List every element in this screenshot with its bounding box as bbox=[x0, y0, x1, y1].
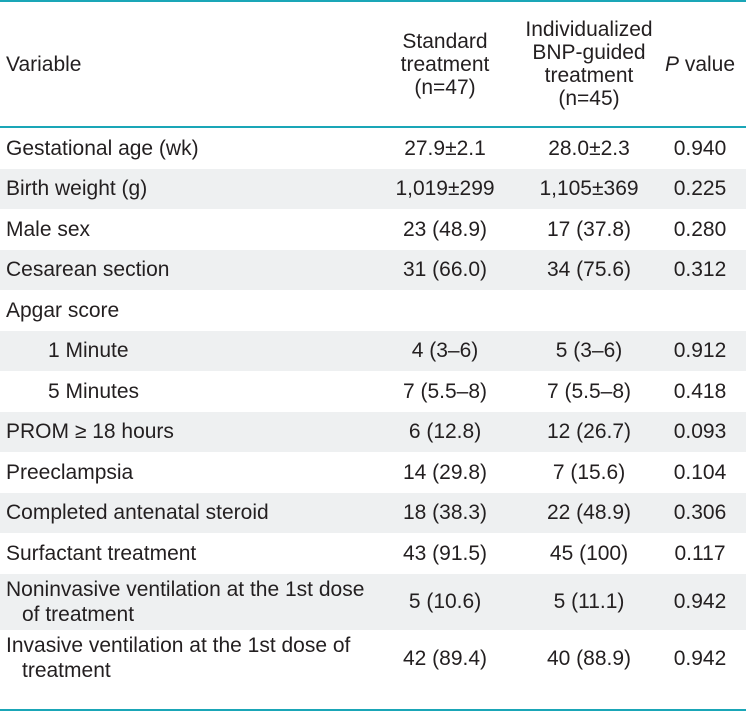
row-variable-text: Invasive ventilation at the 1st dose of … bbox=[6, 634, 351, 683]
row-bnp-value: 45 (100) bbox=[549, 541, 629, 565]
table-row: Preeclampsia 14 (29.8) 7 (15.6) 0.104 bbox=[0, 452, 746, 493]
row-variable: Birth weight (g) bbox=[6, 177, 148, 201]
header-bnp-line: treatment bbox=[544, 64, 634, 87]
header-bottom-rule bbox=[0, 126, 746, 128]
header-standard-line: treatment bbox=[400, 52, 490, 76]
row-standard-value: 23 (48.9) bbox=[402, 217, 488, 241]
row-standard-value: 14 (29.8) bbox=[402, 460, 488, 484]
row-bnp-value: 7 (5.5–8) bbox=[546, 379, 632, 403]
row-variable: Invasive ventilation at the 1st dose of … bbox=[6, 630, 376, 687]
row-standard-value: 43 (91.5) bbox=[402, 541, 488, 565]
row-standard-value: 4 (3–6) bbox=[411, 339, 479, 363]
row-variable: Preeclampsia bbox=[6, 460, 134, 484]
row-variable: Male sex bbox=[6, 217, 91, 241]
row-bnp-value: 17 (37.8) bbox=[546, 217, 632, 241]
row-p-value: 0.942 bbox=[673, 646, 727, 670]
row-p-value: 0.418 bbox=[673, 379, 727, 403]
row-bnp-value: 5 (3–6) bbox=[555, 339, 623, 363]
row-p-value: 0.940 bbox=[673, 136, 727, 160]
header-p-rest: value bbox=[678, 52, 736, 76]
row-variable: Surfactant treatment bbox=[6, 541, 197, 565]
row-standard-value: 6 (12.8) bbox=[408, 420, 482, 444]
table-row: 5 Minutes 7 (5.5–8) 7 (5.5–8) 0.418 bbox=[0, 371, 746, 412]
row-variable: Noninvasive ventilation at the 1st dose … bbox=[6, 574, 376, 631]
row-variable: Cesarean section bbox=[6, 258, 170, 282]
row-standard-value: 5 (10.6) bbox=[408, 590, 482, 614]
header-variable-label: Variable bbox=[6, 52, 82, 76]
table-row: Apgar score bbox=[0, 290, 746, 331]
table-row: Birth weight (g) 1,019±299 1,105±369 0.2… bbox=[0, 168, 746, 209]
table-row: Gestational age (wk) 27.9±2.1 28.0±2.3 0… bbox=[0, 128, 746, 169]
row-bnp-value bbox=[515, 290, 663, 331]
row-p-value: 0.912 bbox=[673, 339, 727, 363]
table-header: Variable Standard treatment (n=47) Indiv… bbox=[0, 2, 746, 126]
row-standard-value: 7 (5.5–8) bbox=[402, 379, 488, 403]
table-body: Gestational age (wk) 27.9±2.1 28.0±2.3 0… bbox=[0, 128, 746, 687]
row-variable: 5 Minutes bbox=[48, 379, 140, 403]
row-standard-value: 31 (66.0) bbox=[402, 258, 488, 282]
header-bnp-guided-treatment: Individualized BNP-guided treatment (n=4… bbox=[515, 2, 663, 126]
row-p-value: 0.306 bbox=[673, 501, 727, 525]
row-p-value: 0.104 bbox=[673, 460, 727, 484]
header-bnp-line: Individualized bbox=[525, 18, 653, 41]
row-variable: Gestational age (wk) bbox=[6, 136, 199, 160]
header-p-value: P value bbox=[660, 2, 740, 126]
row-p-value bbox=[660, 290, 740, 331]
table-row: PROM ≥ 18 hours 6 (12.8) 12 (26.7) 0.093 bbox=[0, 411, 746, 452]
row-p-value: 0.093 bbox=[673, 420, 727, 444]
row-bnp-value: 1,105±369 bbox=[539, 177, 639, 201]
header-p-italic: P bbox=[664, 52, 679, 76]
row-standard-value: 42 (89.4) bbox=[402, 646, 488, 670]
table-top-rule bbox=[0, 0, 746, 2]
row-variable-text: Noninvasive ventilation at the 1st dose … bbox=[6, 577, 365, 626]
table-row: Cesarean section 31 (66.0) 34 (75.6) 0.3… bbox=[0, 249, 746, 290]
header-variable: Variable bbox=[6, 2, 306, 126]
row-bnp-value: 22 (48.9) bbox=[546, 501, 632, 525]
header-standard-treatment: Standard treatment (n=47) bbox=[378, 2, 512, 126]
row-variable: 1 Minute bbox=[48, 339, 129, 363]
table-row: Completed antenatal steroid 18 (38.3) 22… bbox=[0, 492, 746, 533]
row-variable: PROM ≥ 18 hours bbox=[6, 420, 174, 444]
table-bottom-rule bbox=[0, 709, 746, 711]
row-bnp-value: 40 (88.9) bbox=[546, 646, 632, 670]
row-p-value: 0.280 bbox=[673, 217, 727, 241]
table-row: Invasive ventilation at the 1st dose of … bbox=[0, 630, 746, 687]
row-standard-value: 18 (38.3) bbox=[402, 501, 488, 525]
row-p-value: 0.312 bbox=[673, 258, 727, 282]
table-row: Noninvasive ventilation at the 1st dose … bbox=[0, 573, 746, 631]
row-p-value: 0.117 bbox=[674, 541, 726, 565]
row-bnp-value: 5 (11.1) bbox=[553, 590, 625, 614]
table-row: Surfactant treatment 43 (91.5) 45 (100) … bbox=[0, 533, 746, 574]
row-standard-value: 27.9±2.1 bbox=[404, 136, 486, 160]
header-bnp-line: (n=45) bbox=[558, 87, 620, 110]
row-variable: Completed antenatal steroid bbox=[6, 501, 269, 525]
row-bnp-value: 12 (26.7) bbox=[546, 420, 632, 444]
row-bnp-value: 7 (15.6) bbox=[552, 460, 626, 484]
row-standard-value bbox=[378, 290, 512, 331]
row-bnp-value: 28.0±2.3 bbox=[548, 136, 630, 160]
table-row: 1 Minute 4 (3–6) 5 (3–6) 0.912 bbox=[0, 330, 746, 371]
header-bnp-line: BNP-guided bbox=[532, 41, 646, 64]
row-p-value: 0.942 bbox=[673, 590, 727, 614]
row-variable: Apgar score bbox=[6, 298, 120, 322]
header-standard-line: (n=47) bbox=[414, 75, 476, 99]
row-p-value: 0.225 bbox=[673, 177, 727, 201]
table-row: Male sex 23 (48.9) 17 (37.8) 0.280 bbox=[0, 209, 746, 250]
row-bnp-value: 34 (75.6) bbox=[546, 258, 632, 282]
row-standard-value: 1,019±299 bbox=[395, 177, 495, 201]
header-standard-line: Standard bbox=[402, 29, 488, 53]
